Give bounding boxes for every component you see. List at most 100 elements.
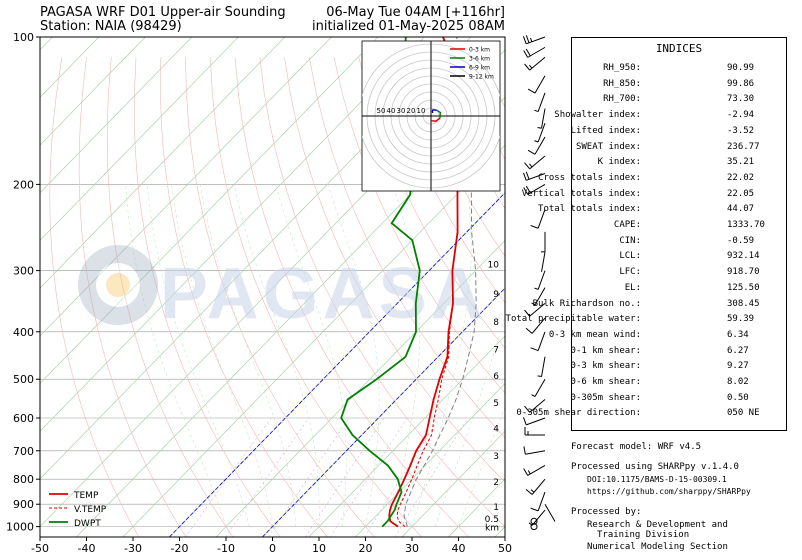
- barb-flag: [523, 172, 527, 181]
- barb-flag: [525, 171, 530, 180]
- x-tick-label: -20: [171, 542, 189, 555]
- barb-flag: [523, 468, 529, 476]
- height-label: 3: [493, 452, 499, 462]
- dry-adiabat-line: [185, 57, 375, 537]
- x-tick-label: -40: [78, 542, 96, 555]
- mixing-ratio-line: [364, 417, 440, 537]
- y-tick-label: 100: [13, 31, 34, 44]
- wind-barb: [544, 503, 556, 522]
- wind-barb: [523, 465, 546, 476]
- index-value: 050 NE: [727, 408, 760, 419]
- index-label: RH_950:: [603, 63, 641, 73]
- barb-flag: [531, 394, 536, 397]
- valid-time: 06-May Tue 04AM [+116hr]: [326, 5, 505, 20]
- hodograph-legend-entry: 9-12 km: [469, 74, 494, 81]
- barb-staff: [529, 56, 546, 71]
- moist-adiabat-line: [327, 184, 380, 527]
- mixing-ratio-line: [330, 417, 408, 537]
- index-label: 0-1 km shear:: [570, 345, 641, 356]
- wind-barb: [525, 317, 546, 334]
- barb-staff: [541, 108, 546, 129]
- barb-flag: [534, 140, 539, 143]
- index-value: 44.07: [727, 204, 755, 215]
- index-value: 918.70: [727, 267, 760, 278]
- index-value: 125.50: [727, 282, 760, 293]
- wind-barb: [537, 356, 546, 378]
- dry-adiabat-line: [78, 57, 187, 537]
- barb-flag: [537, 127, 542, 129]
- index-value: 22.05: [727, 188, 755, 199]
- isotherm-line: [40, 37, 425, 432]
- barb-flag: [525, 35, 530, 43]
- barb-flag: [530, 225, 539, 229]
- wind-barb: [531, 378, 546, 397]
- x-tick-label: -30: [124, 542, 142, 555]
- index-label: Total totals index:: [538, 204, 641, 215]
- barb-staff: [541, 252, 546, 272]
- wind-barb: [541, 231, 546, 253]
- height-label: 10: [488, 260, 500, 270]
- wind-barb: [524, 399, 546, 413]
- isotherm-line: [40, 49, 505, 528]
- dry-adiabat-line: [408, 57, 505, 257]
- index-label: RH_850:: [603, 78, 641, 89]
- index-label: Vertical totals index:: [521, 188, 641, 199]
- dry-adiabat-line: [210, 57, 422, 537]
- height-label: 7: [493, 346, 499, 356]
- height-label: 5: [493, 399, 499, 409]
- barb-staff: [537, 209, 546, 229]
- barb-staff: [527, 46, 546, 58]
- moist-adiabat-line: [435, 315, 505, 527]
- isotherm-line: [40, 37, 472, 480]
- barb-staff: [529, 399, 546, 413]
- division-line-2: Training Division: [597, 530, 690, 540]
- legend-entry: V.TEMP: [74, 505, 107, 515]
- wind-barb: [523, 46, 546, 58]
- wind-barb: [537, 108, 546, 129]
- watermark-text: PAGASA: [160, 254, 487, 334]
- wind-barb: [534, 270, 546, 290]
- moist-adiabat-line: [199, 184, 297, 527]
- wind-barb: [527, 75, 546, 94]
- barb-staff: [529, 303, 546, 317]
- barb-flag: [530, 347, 539, 352]
- isotherm-line: [40, 37, 53, 51]
- index-value: 6.34: [727, 329, 749, 340]
- dry-adiabat-line: [309, 57, 505, 439]
- barb-staff: [534, 136, 546, 155]
- dry-adiabat-line: [284, 57, 505, 483]
- watermark-logo: [78, 245, 158, 325]
- init-time: initialized 01-May-2025 08AM: [311, 19, 505, 34]
- isotherm-line: [76, 96, 505, 537]
- wind-barb: [530, 331, 546, 352]
- index-label: 0-6 km shear:: [570, 377, 641, 387]
- barb-flag: [524, 405, 531, 413]
- isotherm-line: [215, 239, 505, 537]
- moist-adiabat-line: [171, 184, 273, 527]
- barb-staff: [527, 183, 546, 195]
- x-tick-label: -10: [217, 542, 235, 555]
- indices-title: INDICES: [655, 42, 703, 55]
- hodograph-ring-label: 20: [407, 107, 416, 115]
- wind-barb: [523, 35, 546, 45]
- barb-flag: [527, 470, 531, 475]
- index-value: 35.21: [727, 157, 755, 168]
- moist-adiabat-line: [146, 184, 250, 527]
- isotherm-line: [308, 335, 505, 537]
- legend-entry: TEMP: [73, 491, 99, 501]
- barb-flag: [523, 36, 527, 45]
- x-tick-label: 20: [359, 542, 373, 555]
- x-tick-label: 10: [312, 542, 326, 555]
- barb-staff: [537, 92, 546, 112]
- dry-adiabat-line: [134, 57, 281, 537]
- dry-adiabat-line: [358, 57, 505, 349]
- barb-staff: [527, 465, 546, 476]
- index-label: 0-305m shear:: [570, 392, 641, 403]
- wind-barb: [523, 171, 546, 181]
- barb-flag: [527, 88, 536, 94]
- index-label: EL:: [624, 282, 641, 293]
- height-label: 0.5: [485, 515, 499, 525]
- dry-adiabat-line: [333, 57, 505, 394]
- index-label: LFC:: [619, 267, 641, 278]
